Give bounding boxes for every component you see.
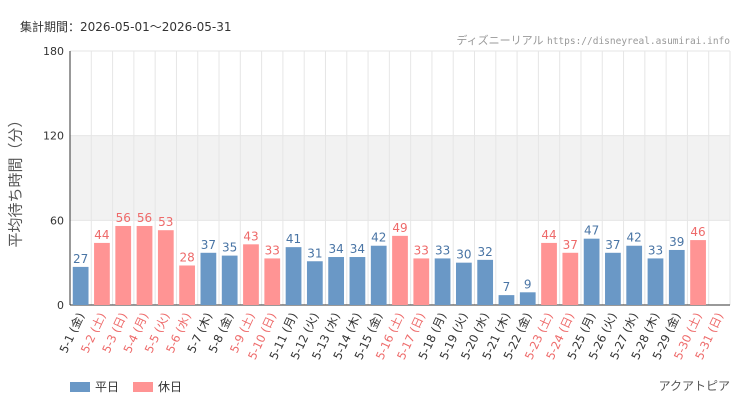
legend: 平日 休日 xyxy=(70,378,196,395)
bar-value-label: 41 xyxy=(286,232,301,246)
bar-value-label: 56 xyxy=(116,211,131,225)
y-tick-label: 60 xyxy=(50,214,64,227)
bar-value-label: 56 xyxy=(137,211,152,225)
bar-value-label: 7 xyxy=(503,280,511,294)
bar-value-label: 43 xyxy=(243,229,258,243)
bar-value-label: 9 xyxy=(524,277,532,291)
bar-value-label: 37 xyxy=(605,238,620,252)
bar xyxy=(136,225,153,305)
legend-label-holiday: 休日 xyxy=(158,380,183,394)
bar-value-label: 49 xyxy=(392,221,407,235)
y-tick-label: 120 xyxy=(43,130,64,143)
bar xyxy=(285,247,302,305)
bar-value-label: 34 xyxy=(328,242,343,256)
bar xyxy=(434,258,451,305)
bar xyxy=(562,252,579,305)
bar-value-label: 33 xyxy=(648,243,663,257)
bar-value-label: 31 xyxy=(307,246,322,260)
bar xyxy=(243,244,259,305)
bar-value-label: 53 xyxy=(158,215,173,229)
bar-value-label: 35 xyxy=(222,241,237,255)
bar-value-label: 33 xyxy=(265,243,280,257)
bar-value-label: 37 xyxy=(201,238,216,252)
bar xyxy=(370,245,387,305)
bar-value-label: 46 xyxy=(690,225,705,239)
site-url: https://disneyreal.asumirai.info xyxy=(546,36,730,47)
bar xyxy=(306,261,323,305)
legend-item-weekday: 平日 xyxy=(70,378,119,395)
bar-value-label: 42 xyxy=(371,231,386,245)
attraction-name: アクアトピア xyxy=(658,379,730,393)
bar xyxy=(668,249,685,305)
bar xyxy=(690,240,706,305)
bar xyxy=(413,258,430,305)
bar-value-label: 47 xyxy=(584,224,599,238)
bar xyxy=(626,245,643,305)
bar xyxy=(264,258,281,305)
bar-value-label: 33 xyxy=(414,243,429,257)
bar xyxy=(179,265,195,305)
y-tick-label: 180 xyxy=(43,45,64,58)
bar xyxy=(349,257,366,305)
bar-value-label: 27 xyxy=(73,252,88,266)
bar xyxy=(477,259,494,305)
bar xyxy=(72,266,89,305)
grid-band xyxy=(70,135,730,221)
site-credit: ディズニーリアル https://disneyreal.asumirai.inf… xyxy=(456,32,730,48)
bar xyxy=(115,225,132,305)
bar xyxy=(455,262,472,305)
bar-value-label: 42 xyxy=(627,231,642,245)
bar-value-label: 39 xyxy=(669,235,684,249)
site-name: ディズニーリアル xyxy=(456,34,544,47)
bar-value-label: 34 xyxy=(350,242,365,256)
bar xyxy=(94,242,110,305)
bar xyxy=(221,255,238,305)
legend-swatch-weekday xyxy=(70,381,90,392)
bar-value-label: 44 xyxy=(94,228,109,242)
bar xyxy=(392,235,408,305)
bar-value-label: 44 xyxy=(541,228,556,242)
bar xyxy=(519,292,536,305)
period-label: 集計期間：2026-05-01～2026-05-31 xyxy=(20,20,232,34)
bar-value-label: 33 xyxy=(435,243,450,257)
bar xyxy=(328,257,345,305)
bar xyxy=(605,252,621,305)
bar xyxy=(157,230,174,305)
bar xyxy=(647,258,664,305)
legend-label-weekday: 平日 xyxy=(95,380,120,394)
bar xyxy=(583,238,600,305)
bar-value-label: 37 xyxy=(563,238,578,252)
bar xyxy=(200,252,217,305)
y-tick-label: 0 xyxy=(57,299,64,312)
bar-value-label: 30 xyxy=(456,248,471,262)
legend-swatch-holiday xyxy=(133,381,154,392)
legend-item-holiday: 休日 xyxy=(133,378,182,395)
bar xyxy=(498,295,515,305)
bar-value-label: 28 xyxy=(179,250,194,264)
bar xyxy=(541,242,557,305)
bar-value-label: 32 xyxy=(478,245,493,259)
